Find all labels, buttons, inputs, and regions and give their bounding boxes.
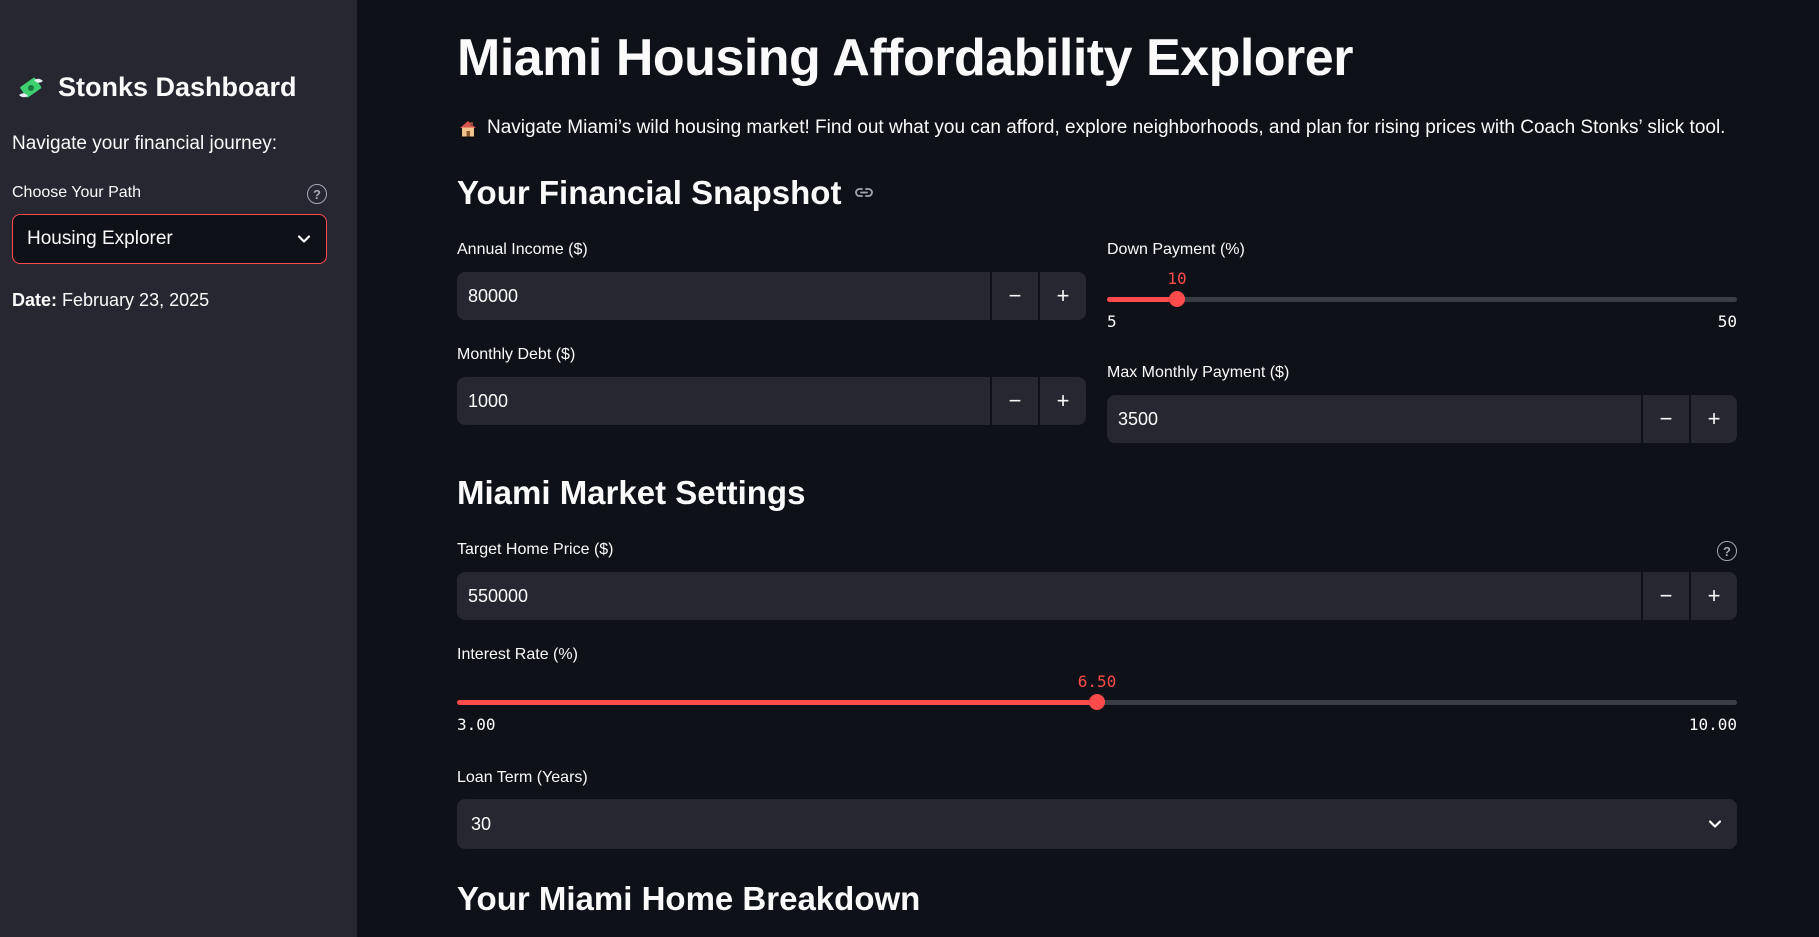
date-label: Date: bbox=[12, 290, 58, 310]
breakdown-heading: Your Miami Home Breakdown bbox=[457, 880, 921, 917]
slider-thumb[interactable] bbox=[1168, 291, 1185, 307]
intro-text: Navigate Miami’s wild housing market! Fi… bbox=[457, 117, 1747, 139]
slider-fill bbox=[457, 700, 1097, 705]
max-payment-increment-button[interactable]: + bbox=[1689, 395, 1737, 443]
path-select-value: Housing Explorer bbox=[27, 228, 173, 249]
interest-rate-label: Interest Rate (%) bbox=[457, 646, 578, 663]
slider-current-value: 6.50 bbox=[1077, 672, 1117, 691]
slider-current-value: 10 bbox=[1167, 269, 1187, 288]
slider-fill bbox=[1107, 297, 1177, 302]
snapshot-heading-text: Your Financial Snapshot bbox=[457, 174, 842, 211]
home-price-label: Target Home Price ($) bbox=[457, 541, 614, 558]
chevron-down-icon bbox=[297, 235, 311, 243]
annual-income-input[interactable]: 80000 − + bbox=[457, 272, 1086, 320]
slider-max-label: 10.00 bbox=[1688, 715, 1737, 734]
max-payment-input[interactable]: 3500 − + bbox=[1107, 395, 1737, 443]
max-payment-label: Max Monthly Payment ($) bbox=[1107, 364, 1290, 381]
monthly-debt-decrement-button[interactable]: − bbox=[990, 377, 1038, 425]
sidebar: Stonks Dashboard Navigate your financial… bbox=[0, 0, 357, 937]
sidebar-brand: Stonks Dashboard bbox=[16, 72, 297, 103]
path-select[interactable]: Housing Explorer bbox=[12, 214, 327, 264]
annual-income-value[interactable]: 80000 bbox=[468, 285, 519, 306]
monthly-debt-increment-button[interactable]: + bbox=[1038, 377, 1086, 425]
slider-min-label: 3.00 bbox=[457, 715, 496, 734]
annual-income-increment-button[interactable]: + bbox=[1038, 272, 1086, 320]
sidebar-title: Stonks Dashboard bbox=[58, 72, 297, 102]
monthly-debt-label: Monthly Debt ($) bbox=[457, 346, 576, 363]
page-title: Miami Housing Affordability Explorer bbox=[457, 29, 1353, 87]
sidebar-subtitle: Navigate your financial journey: bbox=[12, 133, 278, 154]
help-icon[interactable]: ? bbox=[307, 184, 327, 204]
snapshot-heading: Your Financial Snapshot bbox=[457, 174, 875, 212]
chevron-down-icon bbox=[1708, 820, 1722, 828]
annual-income-decrement-button[interactable]: − bbox=[990, 272, 1038, 320]
date-value: February 23, 2025 bbox=[62, 290, 210, 310]
path-select-label: Choose Your Path bbox=[12, 184, 141, 201]
loan-term-value: 30 bbox=[471, 813, 492, 834]
max-payment-value[interactable]: 3500 bbox=[1118, 408, 1159, 429]
intro-copy: Navigate Miami’s wild housing market! Fi… bbox=[487, 117, 1726, 138]
loan-term-label: Loan Term (Years) bbox=[457, 769, 588, 786]
slider-thumb[interactable] bbox=[1089, 694, 1105, 710]
loan-term-select[interactable]: 30 bbox=[457, 799, 1737, 849]
interest-rate-slider[interactable]: 6.50 3.00 10.00 bbox=[457, 672, 1737, 742]
home-price-input[interactable]: 550000 − + bbox=[457, 572, 1737, 620]
home-price-value[interactable]: 550000 bbox=[468, 585, 529, 606]
money-with-wings-icon bbox=[19, 77, 43, 97]
slider-min-label: 5 bbox=[1107, 312, 1117, 331]
down-payment-label: Down Payment (%) bbox=[1107, 241, 1245, 258]
slider-max-label: 50 bbox=[1717, 312, 1737, 331]
house-icon bbox=[460, 121, 476, 137]
max-payment-decrement-button[interactable]: − bbox=[1641, 395, 1689, 443]
market-heading: Miami Market Settings bbox=[457, 474, 806, 511]
down-payment-slider[interactable]: 10 5 50 bbox=[1107, 269, 1737, 339]
slider-track[interactable] bbox=[1107, 297, 1737, 302]
home-price-increment-button[interactable]: + bbox=[1689, 572, 1737, 620]
annual-income-label: Annual Income ($) bbox=[457, 241, 588, 258]
monthly-debt-input[interactable]: 1000 − + bbox=[457, 377, 1086, 425]
home-price-decrement-button[interactable]: − bbox=[1641, 572, 1689, 620]
link-icon[interactable] bbox=[853, 182, 875, 204]
help-icon[interactable]: ? bbox=[1717, 541, 1737, 561]
date-line: Date: February 23, 2025 bbox=[12, 290, 209, 311]
monthly-debt-value[interactable]: 1000 bbox=[468, 390, 509, 411]
